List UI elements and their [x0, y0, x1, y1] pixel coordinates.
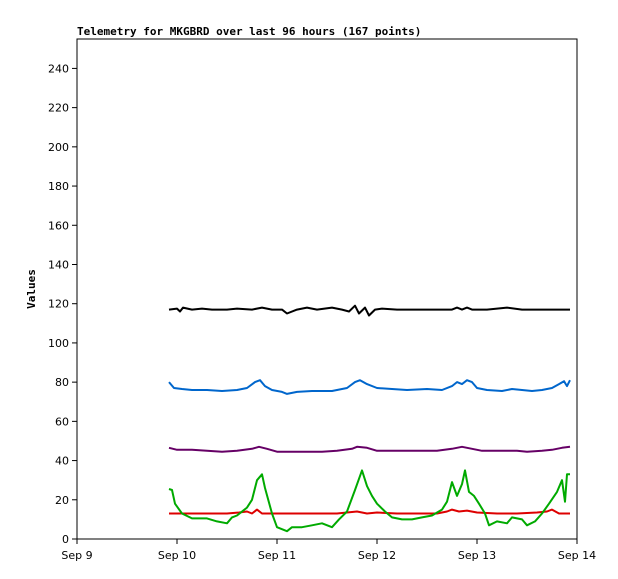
- y-tick-label: 180: [48, 180, 69, 193]
- x-tick-label: Sep 9: [61, 549, 92, 562]
- y-tick-label: 80: [55, 376, 69, 389]
- x-tick-label: Sep 11: [258, 549, 296, 562]
- x-axis-ticks: Sep 9 Sep 10 Sep 11 Sep 12 Sep 13 Sep 14: [61, 539, 596, 562]
- series-line-2: [168, 379, 571, 395]
- x-tick-label: Sep 13: [458, 549, 496, 562]
- y-tick-label: 40: [55, 455, 69, 468]
- series-line-1: [168, 304, 570, 317]
- x-tick-label: Sep 14: [558, 549, 596, 562]
- y-tick-label: 60: [55, 415, 69, 428]
- x-tick-label: Sep 10: [158, 549, 196, 562]
- y-tick-label: 100: [48, 337, 69, 350]
- plot-area: [76, 38, 578, 540]
- y-axis-label: Values: [25, 269, 38, 309]
- y-tick-label: 160: [48, 219, 69, 232]
- series-line-4: [169, 508, 570, 515]
- y-tick-label: 220: [48, 102, 69, 115]
- y-tick-label: 120: [48, 298, 69, 311]
- y-tick-label: 200: [48, 141, 69, 154]
- y-tick-label: 240: [48, 62, 69, 75]
- series-line-5: [168, 469, 570, 533]
- x-tick-label: Sep 12: [358, 549, 396, 562]
- y-tick-label: 0: [62, 533, 69, 546]
- chart-title: Telemetry for MKGBRD over last 96 hours …: [77, 25, 421, 38]
- series-lines: [168, 304, 571, 533]
- y-axis-ticks: 0 20 40 60 80 100 120 140 160 180 200 220 240: [48, 62, 77, 546]
- y-tick-label: 140: [48, 258, 69, 271]
- series-line-3: [168, 445, 571, 453]
- y-tick-label: 20: [55, 494, 69, 507]
